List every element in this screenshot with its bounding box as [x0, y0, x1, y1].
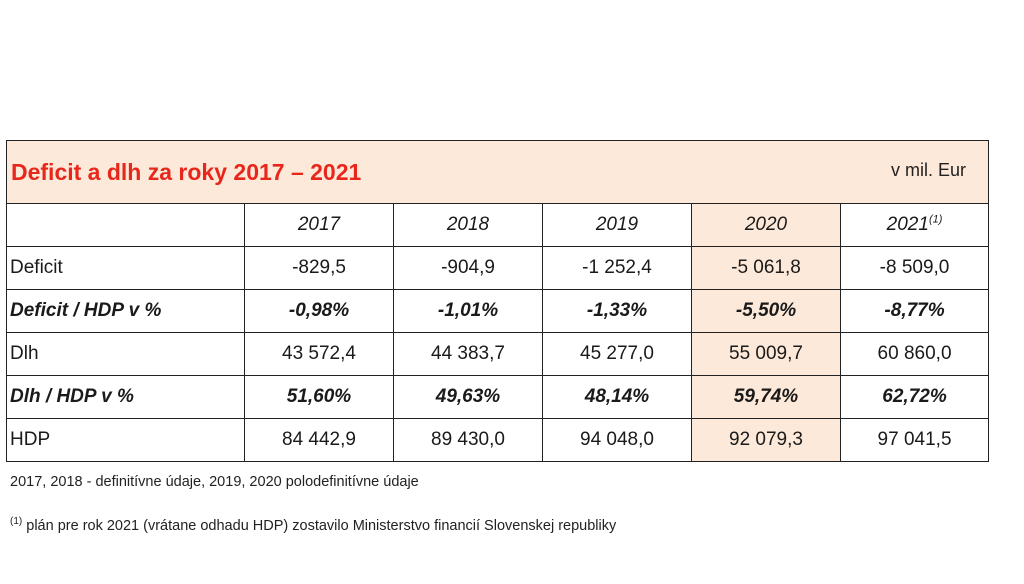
row-label: Deficit / HDP v % [6, 289, 245, 333]
table-row-debt-gdp: Dlh / HDP v % 51,60% 49,63% 48,14% 59,74… [6, 375, 990, 419]
row-label: Deficit [6, 246, 245, 290]
deficit-debt-table: Deficit a dlh za roky 2017 – 2021 v mil.… [5, 140, 990, 462]
corner-cell [6, 203, 245, 247]
table-cell: 89 430,0 [393, 418, 543, 462]
table-cell: 60 860,0 [839, 332, 990, 376]
table-cell: -8 509,0 [839, 246, 990, 290]
table-cell: -0,98% [244, 289, 394, 333]
table-cell: 49,63% [393, 375, 543, 419]
table-row-deficit: Deficit -829,5 -904,9 -1 252,4 -5 061,8 … [6, 246, 990, 290]
table-cell: -1,33% [542, 289, 692, 333]
table-cell: 94 048,0 [542, 418, 692, 462]
table-cell: 62,72% [839, 375, 990, 419]
year-header-2019: 2019 [542, 203, 692, 247]
year-header-row: 2017 2018 2019 2020 2021(1) [6, 203, 990, 247]
footnote-plan-marker: (1) [10, 516, 23, 528]
table-title-cell: Deficit a dlh za roky 2017 – 2021 v mil.… [5, 140, 990, 204]
table-cell: 55 009,7 [691, 332, 841, 376]
footnote-marker: (1) [928, 213, 943, 226]
row-label: Dlh / HDP v % [6, 375, 245, 419]
table-cell: 92 079,3 [691, 418, 841, 462]
unit-label: v mil. Eur [891, 160, 967, 180]
footnote-data-status: 2017, 2018 - definitívne údaje, 2019, 20… [10, 474, 419, 490]
table-title: Deficit a dlh za roky 2017 – 2021 [11, 159, 362, 185]
table-row-deficit-gdp: Deficit / HDP v % -0,98% -1,01% -1,33% -… [6, 289, 990, 333]
table-cell: 84 442,9 [244, 418, 394, 462]
table-cell: 97 041,5 [839, 418, 990, 462]
table-cell: 45 277,0 [542, 332, 692, 376]
table-cell: 43 572,4 [244, 332, 394, 376]
year-header-2021-cell: 2021(1) [839, 203, 990, 247]
table-cell: -8,77% [839, 289, 990, 333]
table-row-gdp: HDP 84 442,9 89 430,0 94 048,0 92 079,3 … [6, 418, 990, 462]
table-cell: 44 383,7 [393, 332, 543, 376]
table-title-row: Deficit a dlh za roky 2017 – 2021 v mil.… [5, 140, 990, 204]
year-header-2018: 2018 [393, 203, 543, 247]
footnote-plan-2021: (1) plán pre rok 2021 (vrátane odhadu HD… [10, 516, 617, 534]
row-label: HDP [6, 418, 245, 462]
table-cell: 51,60% [244, 375, 394, 419]
table-cell: -1,01% [393, 289, 543, 333]
row-label: Dlh [6, 332, 245, 376]
table-row-debt: Dlh 43 572,4 44 383,7 45 277,0 55 009,7 … [6, 332, 990, 376]
table-cell: -829,5 [244, 246, 394, 290]
table-cell: -5,50% [691, 289, 841, 333]
deficit-debt-table-container: Deficit a dlh za roky 2017 – 2021 v mil.… [5, 140, 990, 462]
table-cell: 59,74% [691, 375, 841, 419]
year-header-2017: 2017 [244, 203, 394, 247]
table-cell: 48,14% [542, 375, 692, 419]
footnote-plan-text: plán pre rok 2021 (vrátane odhadu HDP) z… [22, 518, 617, 534]
year-header-2021: 2021 [886, 214, 929, 235]
table-cell: -5 061,8 [691, 246, 841, 290]
table-cell: -904,9 [393, 246, 543, 290]
table-cell: -1 252,4 [542, 246, 692, 290]
year-header-2020: 2020 [691, 203, 841, 247]
